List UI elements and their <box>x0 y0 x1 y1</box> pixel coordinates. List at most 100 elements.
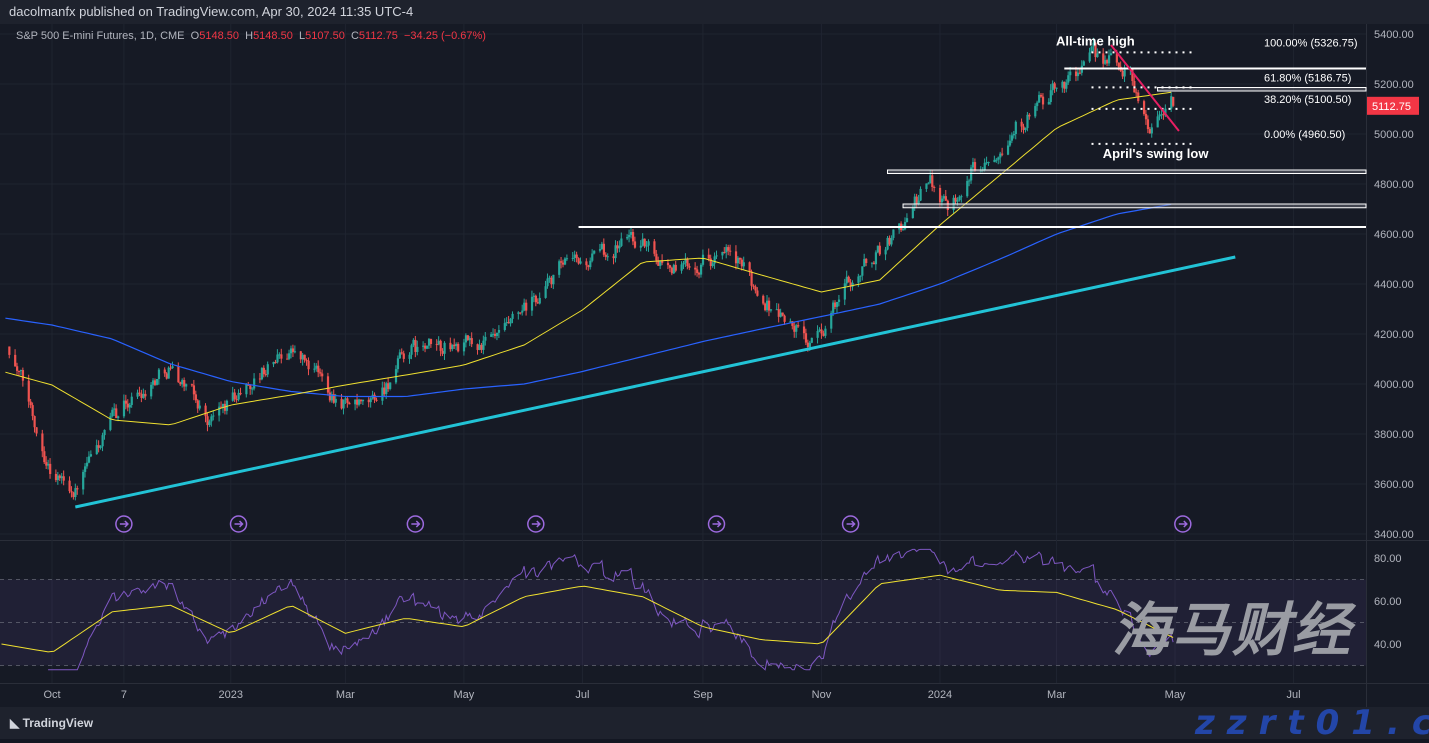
candle <box>264 369 267 377</box>
candle <box>876 245 879 254</box>
candle-body <box>927 183 930 185</box>
candle <box>684 253 687 267</box>
candle <box>1172 96 1175 108</box>
candle <box>1036 100 1039 111</box>
candle <box>1020 118 1023 133</box>
candle <box>416 340 419 356</box>
candle <box>643 238 646 249</box>
candle <box>874 250 878 271</box>
candle <box>1055 87 1058 92</box>
candle <box>538 292 541 305</box>
candle-body <box>837 299 841 302</box>
candle <box>711 260 714 268</box>
candle <box>367 397 370 408</box>
candle-body <box>157 369 161 379</box>
candle-body <box>334 398 337 403</box>
idea-marker-icon[interactable] <box>406 515 425 533</box>
candle <box>29 398 32 409</box>
candle <box>1156 110 1159 128</box>
candle-body <box>115 408 118 419</box>
candle <box>503 318 506 332</box>
idea-marker-icon[interactable] <box>527 515 545 533</box>
candle <box>455 342 458 351</box>
candle <box>659 260 662 270</box>
candle-body <box>1146 119 1150 130</box>
logo-text: TradingView <box>22 716 94 730</box>
candle-body <box>558 261 561 275</box>
candle <box>305 358 308 366</box>
candle <box>354 399 357 411</box>
candle-body <box>179 382 182 385</box>
candle-body <box>736 257 740 264</box>
candle <box>762 294 765 306</box>
candle-body <box>699 264 703 275</box>
candle-body <box>476 344 479 350</box>
candle <box>647 239 650 252</box>
candle <box>235 395 238 403</box>
candle-body <box>299 351 302 360</box>
idea-marker-icon[interactable] <box>1174 515 1192 533</box>
candle <box>157 368 161 385</box>
candle <box>816 325 819 344</box>
tradingview-logo[interactable]: ◣ TradingView <box>10 716 94 730</box>
candle <box>171 361 174 369</box>
candle <box>694 262 697 276</box>
candle-body <box>682 262 685 265</box>
candle <box>490 331 493 337</box>
candle-body <box>766 300 769 311</box>
candle <box>1063 81 1066 93</box>
idea-marker-icon[interactable] <box>841 515 860 533</box>
low-label: L <box>298 30 306 42</box>
candle-body <box>954 197 957 202</box>
candle-body <box>429 338 433 344</box>
candle <box>437 336 440 346</box>
candle <box>709 254 712 270</box>
candle <box>614 240 617 263</box>
candle <box>639 240 642 252</box>
candle-body <box>117 416 120 419</box>
symbol-name[interactable]: S&P 500 E-mini Futures, 1D, CME <box>16 30 185 42</box>
candle <box>892 229 895 241</box>
time-tick-label: Jul <box>1287 689 1301 701</box>
candle <box>1096 48 1099 58</box>
candle-body <box>422 345 425 347</box>
candle-body <box>153 380 157 385</box>
candle <box>266 361 269 378</box>
candle <box>670 266 674 276</box>
candle <box>707 248 710 262</box>
candle-body <box>1049 90 1052 102</box>
resistance-trendline <box>1110 44 1180 132</box>
candle-body <box>670 267 674 274</box>
candle-body <box>1051 83 1054 91</box>
candle <box>764 302 767 312</box>
candle-body <box>738 257 742 260</box>
candle-body <box>915 196 918 205</box>
candle <box>725 244 728 259</box>
time-tick-label: Mar <box>1047 689 1066 701</box>
idea-marker-icon[interactable] <box>707 515 726 533</box>
candle-body <box>661 260 664 263</box>
candle <box>668 264 672 273</box>
candle <box>797 320 800 328</box>
candle <box>655 249 658 265</box>
candle <box>387 377 390 392</box>
candle-body <box>1131 68 1134 81</box>
candle <box>220 401 223 408</box>
idea-marker-icon[interactable] <box>115 515 133 533</box>
candle-body <box>845 276 848 284</box>
price-tick-label: 5400.00 <box>1374 29 1414 41</box>
idea-circle <box>1174 515 1192 533</box>
candle <box>274 359 277 364</box>
candle <box>1104 55 1107 66</box>
candle-body <box>319 372 322 374</box>
idea-marker-icon[interactable] <box>229 515 248 533</box>
candle-body <box>89 454 93 457</box>
candle <box>591 249 594 263</box>
candle <box>115 404 118 419</box>
candle-body <box>1109 53 1113 56</box>
candle-body <box>315 365 318 369</box>
candle <box>31 402 34 421</box>
candle-body <box>356 399 359 405</box>
candle <box>509 317 512 327</box>
